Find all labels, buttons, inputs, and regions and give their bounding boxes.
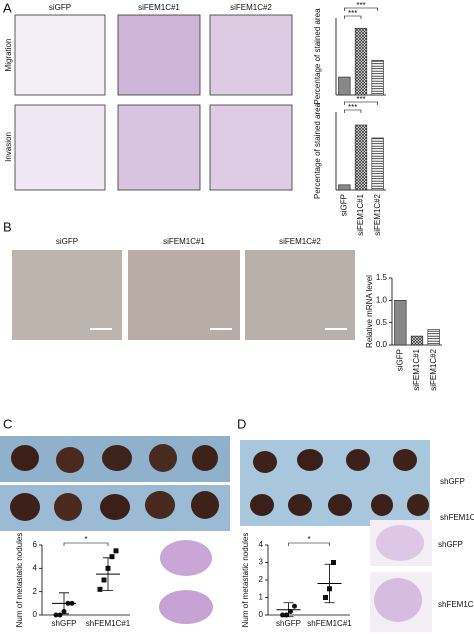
column-label: siFEM1C#2 bbox=[230, 3, 272, 12]
bar bbox=[338, 76, 351, 96]
error-bar bbox=[283, 602, 294, 618]
x-tick-label: siFEM1C#2 bbox=[429, 348, 438, 390]
significance-label: *** bbox=[348, 9, 357, 18]
x-tick-label: shGFP bbox=[52, 619, 77, 628]
x-tick-label: shFEM1C#1 bbox=[86, 619, 131, 628]
y-axis-label: Num of metastatic nodules bbox=[241, 533, 250, 628]
column-label: siFEM1C#2 bbox=[279, 237, 321, 246]
point bbox=[109, 554, 115, 560]
panel-label: C bbox=[3, 416, 12, 431]
point bbox=[113, 548, 119, 554]
bar bbox=[394, 300, 407, 346]
significance-label: *** bbox=[356, 1, 365, 10]
bar bbox=[354, 124, 368, 191]
point bbox=[53, 612, 59, 618]
row-label: Invasion bbox=[4, 132, 13, 162]
photo-label: shGFP bbox=[440, 477, 465, 486]
x-tick-label: shFEM1C#1 bbox=[307, 619, 352, 628]
column-label: siFEM1C#1 bbox=[163, 237, 205, 246]
x-tick-label: siFEM1C#2 bbox=[373, 193, 382, 235]
significance-bracket bbox=[344, 15, 362, 19]
significance-label: * bbox=[84, 535, 87, 544]
y-tick-label: 6 bbox=[33, 540, 38, 549]
y-tick-label: 0.0 bbox=[376, 340, 388, 349]
point bbox=[101, 577, 107, 583]
point bbox=[284, 612, 289, 618]
panel-label: A bbox=[3, 0, 12, 15]
bar bbox=[338, 184, 351, 191]
y-tick-label: 3 bbox=[259, 558, 264, 567]
y-axis-label: Percentage of stained area bbox=[313, 102, 322, 199]
point bbox=[292, 603, 297, 609]
significance-bracket bbox=[344, 101, 378, 105]
column-label: siFEM1C#1 bbox=[138, 3, 180, 12]
significance-bracket bbox=[288, 542, 330, 546]
x-tick-label: shGFP bbox=[276, 619, 301, 628]
row-label: Migration bbox=[4, 39, 13, 72]
lung-photos bbox=[0, 436, 430, 531]
y-tick-label: 4 bbox=[259, 540, 264, 549]
point bbox=[323, 595, 328, 600]
bar bbox=[427, 329, 440, 346]
significance-label: *** bbox=[348, 103, 357, 112]
point bbox=[57, 612, 63, 618]
y-tick-label: 2 bbox=[259, 575, 264, 584]
y-tick-label: 0 bbox=[259, 610, 264, 619]
y-tick-label: 1.5 bbox=[376, 273, 388, 282]
bar bbox=[410, 335, 424, 346]
significance-bracket bbox=[344, 109, 362, 113]
y-axis-label: Percentage of stained area bbox=[313, 8, 322, 105]
y-tick-label: 4 bbox=[33, 563, 38, 572]
significance-label: *** bbox=[356, 95, 365, 104]
bar bbox=[371, 137, 384, 191]
y-tick-label: 0 bbox=[33, 610, 38, 619]
histology-label: shGFP bbox=[438, 540, 463, 549]
column-label: siGFP bbox=[49, 3, 71, 12]
panel-label: D bbox=[237, 416, 246, 431]
panel-label: B bbox=[3, 219, 12, 234]
point bbox=[331, 560, 336, 565]
y-axis-label: Num of metastatic nodules bbox=[15, 533, 24, 628]
column-label: siGFP bbox=[56, 237, 78, 246]
point bbox=[97, 586, 103, 592]
error-bar bbox=[324, 563, 335, 604]
histology bbox=[155, 520, 432, 632]
error-bar bbox=[59, 592, 69, 615]
y-axis-label: Relative mRNA level bbox=[365, 275, 374, 348]
bar bbox=[354, 27, 368, 96]
significance-bracket bbox=[344, 7, 378, 11]
histology-label: shFEM1C#1 bbox=[438, 600, 474, 609]
significance-label: * bbox=[307, 535, 310, 544]
significance-bracket bbox=[63, 542, 109, 546]
x-tick-label: siGFP bbox=[339, 194, 348, 216]
y-tick-label: 2 bbox=[33, 587, 38, 596]
bar bbox=[371, 60, 384, 96]
photo-label: shFEM1C#1 bbox=[440, 513, 474, 522]
micrographs bbox=[14, 14, 293, 191]
y-tick-label: 1 bbox=[259, 593, 264, 602]
x-tick-label: siGFP bbox=[395, 349, 404, 371]
point bbox=[280, 612, 285, 618]
y-tick-label: 0.5 bbox=[376, 318, 388, 327]
phase-images bbox=[12, 250, 355, 340]
x-tick-label: siFEM1C#1 bbox=[356, 193, 365, 235]
y-tick-label: 1.0 bbox=[376, 295, 388, 304]
error-bar bbox=[103, 557, 113, 591]
x-tick-label: siFEM1C#1 bbox=[412, 348, 421, 390]
